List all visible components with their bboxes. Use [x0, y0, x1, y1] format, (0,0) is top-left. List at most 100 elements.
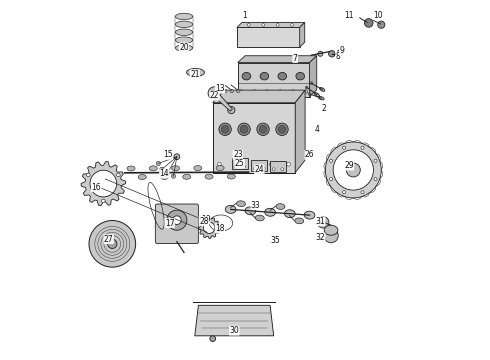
Ellipse shape: [276, 204, 285, 210]
Ellipse shape: [175, 29, 193, 36]
Circle shape: [252, 162, 256, 166]
Circle shape: [108, 239, 117, 248]
Text: 35: 35: [270, 237, 280, 246]
Ellipse shape: [260, 72, 269, 80]
Text: 29: 29: [344, 161, 354, 170]
Circle shape: [243, 165, 245, 168]
Ellipse shape: [175, 13, 193, 20]
Circle shape: [272, 168, 275, 171]
Circle shape: [361, 146, 364, 149]
Circle shape: [337, 50, 343, 55]
Circle shape: [234, 165, 237, 168]
Circle shape: [262, 23, 265, 26]
Circle shape: [310, 82, 313, 85]
Bar: [270, 161, 286, 172]
Text: 31: 31: [316, 217, 325, 226]
Circle shape: [266, 90, 269, 93]
Polygon shape: [310, 56, 317, 96]
Text: 28: 28: [199, 217, 209, 226]
Circle shape: [101, 199, 105, 203]
Ellipse shape: [216, 166, 224, 171]
Ellipse shape: [265, 208, 275, 216]
Circle shape: [230, 89, 234, 93]
Circle shape: [240, 90, 243, 93]
Circle shape: [218, 162, 221, 166]
Circle shape: [235, 162, 239, 166]
Circle shape: [160, 167, 164, 171]
Text: 8: 8: [336, 52, 341, 61]
Circle shape: [287, 162, 291, 166]
Circle shape: [330, 177, 333, 181]
Text: 33: 33: [251, 201, 261, 210]
Ellipse shape: [245, 207, 256, 215]
Circle shape: [165, 172, 169, 176]
Circle shape: [374, 177, 377, 181]
Bar: [237, 27, 300, 47]
Circle shape: [167, 210, 187, 230]
Ellipse shape: [160, 174, 169, 179]
Text: 21: 21: [190, 70, 199, 79]
Ellipse shape: [318, 96, 324, 100]
Circle shape: [219, 123, 231, 135]
Ellipse shape: [278, 72, 287, 80]
Text: 11: 11: [344, 10, 354, 19]
Polygon shape: [300, 22, 305, 47]
Text: 16: 16: [91, 183, 101, 192]
Circle shape: [325, 142, 381, 198]
Circle shape: [228, 107, 235, 114]
Text: 17: 17: [165, 219, 174, 228]
Text: 32: 32: [316, 233, 325, 242]
Circle shape: [291, 23, 294, 26]
Circle shape: [223, 89, 227, 93]
FancyBboxPatch shape: [155, 204, 198, 243]
Circle shape: [343, 191, 345, 194]
Circle shape: [210, 336, 216, 342]
Text: 22: 22: [210, 91, 219, 100]
Circle shape: [365, 19, 373, 27]
Circle shape: [330, 159, 333, 162]
Circle shape: [208, 87, 221, 100]
Bar: [238, 63, 310, 96]
Circle shape: [252, 90, 256, 93]
Text: 7: 7: [293, 54, 297, 63]
Ellipse shape: [187, 68, 204, 76]
Circle shape: [343, 146, 345, 149]
Polygon shape: [198, 217, 220, 238]
Text: 18: 18: [215, 224, 224, 233]
Circle shape: [361, 191, 364, 194]
Polygon shape: [213, 91, 232, 111]
Text: 19: 19: [201, 215, 210, 224]
Text: 15: 15: [163, 150, 172, 159]
Text: 20: 20: [179, 43, 189, 52]
Circle shape: [291, 90, 295, 93]
Bar: [251, 160, 267, 171]
Ellipse shape: [324, 225, 338, 235]
Circle shape: [318, 217, 329, 228]
Ellipse shape: [194, 166, 202, 171]
Text: 30: 30: [229, 326, 239, 335]
Ellipse shape: [296, 72, 304, 80]
Ellipse shape: [237, 201, 245, 207]
Circle shape: [324, 228, 338, 243]
Polygon shape: [237, 22, 305, 27]
Circle shape: [90, 170, 117, 197]
Circle shape: [257, 123, 269, 135]
Text: 24: 24: [254, 165, 264, 174]
Circle shape: [333, 150, 373, 190]
Circle shape: [259, 125, 267, 133]
Circle shape: [374, 159, 377, 162]
Text: 13: 13: [215, 84, 225, 93]
Circle shape: [305, 86, 308, 89]
Circle shape: [329, 50, 335, 57]
Circle shape: [278, 125, 286, 133]
Polygon shape: [213, 90, 305, 103]
Text: 23: 23: [233, 150, 243, 159]
Polygon shape: [295, 90, 305, 173]
Ellipse shape: [285, 210, 295, 218]
Ellipse shape: [225, 206, 236, 213]
Circle shape: [254, 167, 256, 170]
Ellipse shape: [175, 21, 193, 28]
Circle shape: [346, 163, 360, 177]
Circle shape: [308, 93, 311, 95]
Ellipse shape: [149, 166, 157, 171]
